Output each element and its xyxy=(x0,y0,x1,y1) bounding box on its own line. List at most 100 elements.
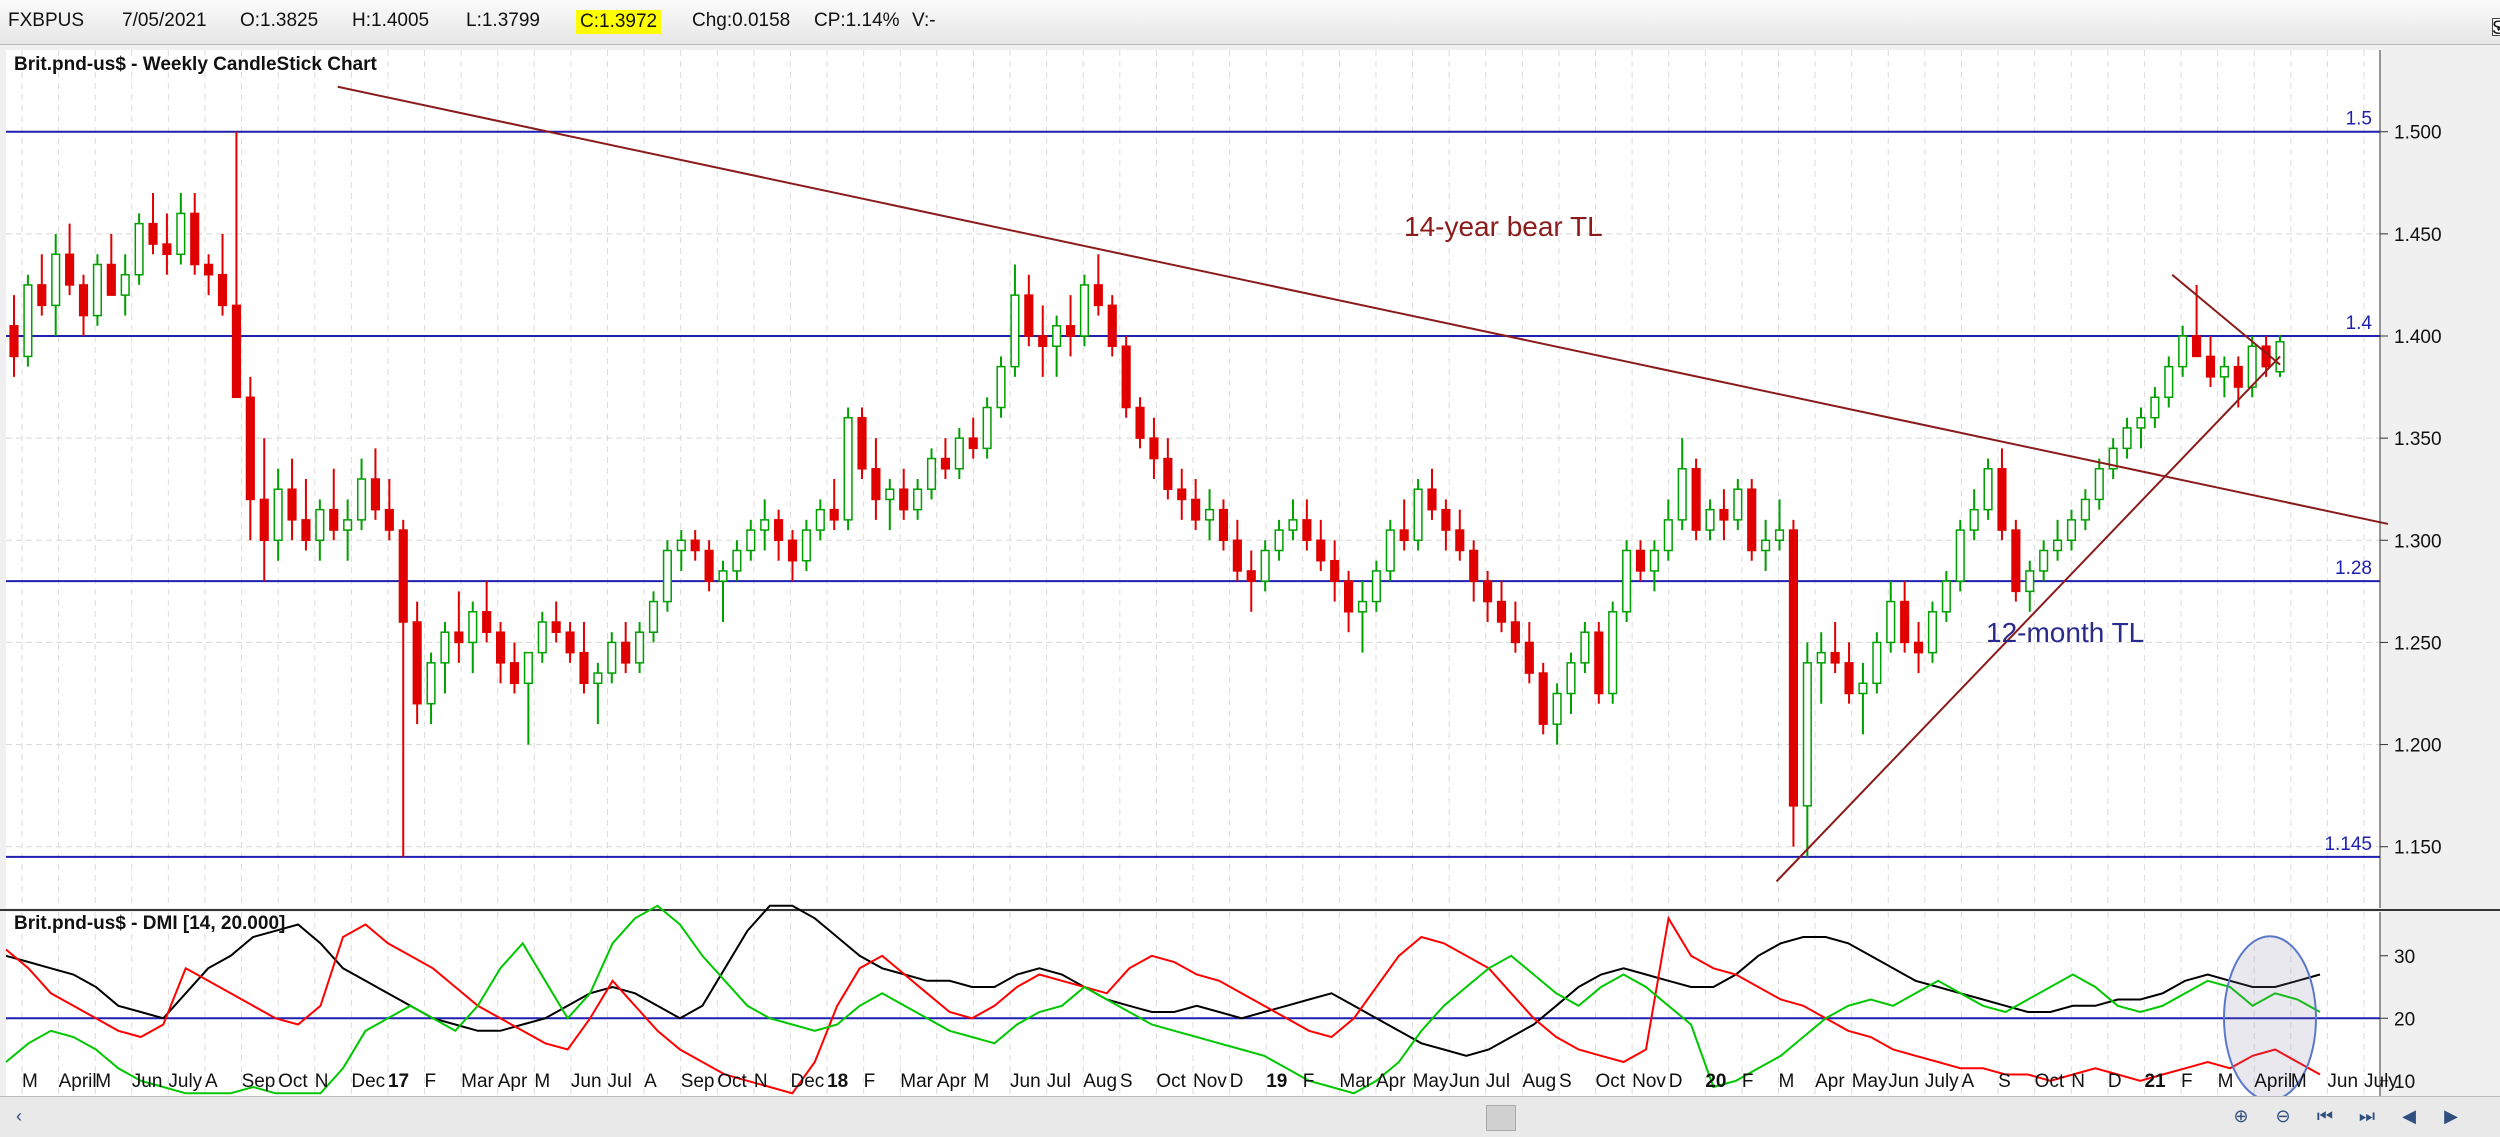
x-tick-label: A xyxy=(205,1071,218,1092)
x-tick-label: Oct xyxy=(278,1071,308,1092)
candle-body xyxy=(1093,284,1103,307)
candle-body xyxy=(245,396,255,501)
x-tick-label: Dec xyxy=(351,1071,385,1092)
candle-body xyxy=(1288,519,1298,531)
x-tick-label: 20 xyxy=(1705,1071,1726,1092)
change-label: Chg:0.0158 xyxy=(692,10,791,31)
x-tick-label: 18 xyxy=(827,1071,848,1092)
x-tick-label: M xyxy=(973,1071,989,1092)
candle-body xyxy=(857,416,867,470)
candle-body xyxy=(1038,335,1048,347)
candle-body xyxy=(23,284,33,358)
level-label: 1.5 xyxy=(2346,109,2372,130)
candle-body xyxy=(537,621,547,654)
x-tick-label: M xyxy=(95,1071,111,1092)
candle-body xyxy=(1580,631,1590,664)
candle-body xyxy=(2150,396,2160,419)
x-tick-label: Mar xyxy=(461,1071,494,1092)
candle-body xyxy=(1677,468,1687,521)
show-last-label: Show Last xyxy=(2492,18,2500,39)
scroll-back-icon[interactable]: ‹ xyxy=(16,1106,22,1126)
candle-body xyxy=(78,284,89,317)
candle-body xyxy=(1274,529,1284,552)
change-pct-label: CP:1.14% xyxy=(814,10,900,31)
zoom-out-icon[interactable]: ⊖ xyxy=(2275,1106,2291,1126)
price-y-tick-label: 1.250 xyxy=(2394,633,2442,654)
candle-body xyxy=(1830,651,1840,664)
scroll-right-icon[interactable]: ▶ xyxy=(2444,1106,2458,1126)
candle-body xyxy=(1107,304,1117,347)
x-tick-label: July xyxy=(2364,1071,2398,1092)
level-label: 1.4 xyxy=(2346,313,2373,334)
x-tick-label: A xyxy=(1961,1071,1974,1092)
chart-area[interactable]: 1.5 1.4 1.28 1.145 1.500 1.450 1.400 1.350 1.30… xyxy=(0,44,2500,1096)
x-tick-label: Jun xyxy=(1449,1071,1480,1092)
x-tick-label: 19 xyxy=(1266,1071,1287,1092)
candle-body xyxy=(774,519,784,542)
scroll-end-icon[interactable]: ⏭ xyxy=(2358,1106,2376,1126)
candle-body xyxy=(1121,345,1131,409)
candle-body xyxy=(412,621,422,705)
candle-body xyxy=(287,488,297,521)
candle-body xyxy=(134,222,144,276)
price-y-tick-label: 1.400 xyxy=(2394,327,2442,348)
candle-body xyxy=(1802,662,1812,807)
candle-body xyxy=(1413,488,1423,542)
candle-body xyxy=(1983,468,1993,511)
candle-body xyxy=(1441,508,1451,531)
candle-body xyxy=(1691,468,1701,531)
candle-body xyxy=(1496,600,1507,623)
candle-body xyxy=(2094,468,2104,501)
candle-body xyxy=(1399,529,1409,542)
candle-body xyxy=(2178,335,2188,368)
candle-body xyxy=(1774,529,1785,542)
candle-body xyxy=(1204,508,1215,521)
candle-body xyxy=(356,478,367,521)
candle-body xyxy=(2164,365,2174,399)
scroll-left-icon[interactable]: ◀ xyxy=(2402,1106,2416,1126)
show-last-checkbox[interactable]: ✓ xyxy=(2492,18,2500,36)
candle-body xyxy=(1260,549,1270,582)
candle-body xyxy=(190,212,200,266)
candle-body xyxy=(1371,570,1381,603)
level-label: 1.28 xyxy=(2335,558,2372,579)
candle-body xyxy=(1246,570,1256,582)
x-tick-label: Mar xyxy=(900,1071,933,1092)
trendlines xyxy=(337,85,2389,883)
candle-body xyxy=(1955,529,1965,582)
candle-body xyxy=(718,570,728,582)
x-tick-label: Jun xyxy=(1010,1071,1041,1092)
candlestick-series xyxy=(9,131,2285,857)
candle-body xyxy=(704,549,714,582)
candle-body xyxy=(1552,692,1562,725)
x-tick-label: M xyxy=(22,1071,38,1092)
scroll-start-icon[interactable]: ⏮ xyxy=(2316,1106,2334,1126)
candle-body xyxy=(1900,600,1910,644)
candle-body xyxy=(1079,284,1090,337)
trendline xyxy=(1775,355,2281,883)
candle-body xyxy=(120,273,130,296)
candle-body xyxy=(2122,427,2132,450)
candle-body xyxy=(51,253,61,307)
candle-body xyxy=(579,651,589,685)
candle-body xyxy=(1649,549,1659,572)
candle-body xyxy=(1705,508,1715,531)
scrollbar-thumb[interactable] xyxy=(1486,1105,1516,1131)
candle-body xyxy=(1052,325,1062,347)
x-tick-label: M xyxy=(2218,1071,2234,1092)
candle-body xyxy=(1997,468,2007,531)
candle-body xyxy=(1135,406,1145,439)
y-axis: 1.500 1.450 1.400 1.350 1.300 1.250 1.200 1.150… xyxy=(2379,50,2442,1096)
month-trendline-annotation: 12-month TL xyxy=(1986,617,2144,648)
candle-body xyxy=(37,284,47,307)
candle-body xyxy=(787,539,798,562)
candle-body xyxy=(1357,600,1368,613)
candle-body xyxy=(968,437,978,450)
candle-body xyxy=(1844,662,1854,695)
x-tick-label: Dec xyxy=(790,1071,824,1092)
candle-body xyxy=(384,508,394,531)
zoom-in-icon[interactable]: ⊕ xyxy=(2233,1106,2249,1126)
candle-body xyxy=(1747,488,1757,552)
x-tick-label: N xyxy=(754,1071,768,1092)
candle-body xyxy=(1427,488,1437,511)
